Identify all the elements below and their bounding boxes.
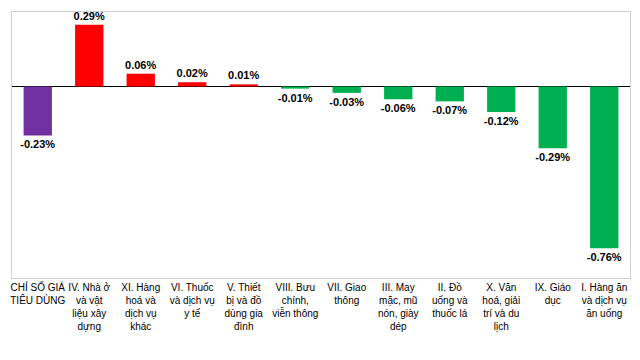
svg-text:-0.29%: -0.29%	[535, 151, 570, 163]
svg-text:VIII. Bưuchính,viễn thông: VIII. Bưuchính,viễn thông	[272, 282, 318, 319]
svg-text:0.06%: 0.06%	[125, 59, 156, 71]
svg-text:0.02%: 0.02%	[177, 67, 208, 79]
svg-text:-0.06%: -0.06%	[381, 102, 416, 114]
svg-text:XI. Hànghoá vàdịch vụkhác: XI. Hànghoá vàdịch vụkhác	[121, 282, 160, 332]
svg-text:VII. Giaothông: VII. Giaothông	[327, 282, 366, 306]
svg-text:V. Thiếtbị và đồdùng giađình: V. Thiếtbị và đồdùng giađình	[225, 282, 264, 332]
svg-text:-0.03%: -0.03%	[329, 96, 364, 108]
svg-text:0.01%: 0.01%	[228, 69, 259, 81]
svg-text:II. Đồuống vàthuốc lá: II. Đồuống vàthuốc lá	[432, 282, 468, 319]
svg-text:-0.12%: -0.12%	[484, 115, 519, 127]
svg-text:IX. Giáodục: IX. Giáodục	[535, 282, 572, 306]
svg-text:CHỈ SỐ GIÁTIÊU DÙNG: CHỈ SỐ GIÁTIÊU DÙNG	[10, 280, 65, 306]
svg-text:-0.23%: -0.23%	[20, 138, 55, 150]
svg-text:-0.01%: -0.01%	[278, 92, 313, 104]
svg-text:I. Hàng ănvà dịch vụăn uống: I. Hàng ănvà dịch vụăn uống	[581, 282, 627, 319]
svg-text:X. Vănhoá, giảitrí và dulịch: X. Vănhoá, giảitrí và dulịch	[482, 282, 520, 332]
svg-text:-0.76%: -0.76%	[587, 251, 622, 263]
svg-text:VI. Thuốcvà dịch vụy tế: VI. Thuốcvà dịch vụy tế	[170, 282, 215, 319]
svg-text:IV. Nhà ởvà vậtliệu xâydựng: IV. Nhà ởvà vậtliệu xâydựng	[68, 282, 110, 332]
svg-text:III. Maymặc, mũnón, giàydép: III. Maymặc, mũnón, giàydép	[378, 282, 419, 332]
svg-text:-0.07%: -0.07%	[432, 104, 467, 116]
svg-text:0.29%: 0.29%	[74, 10, 105, 22]
